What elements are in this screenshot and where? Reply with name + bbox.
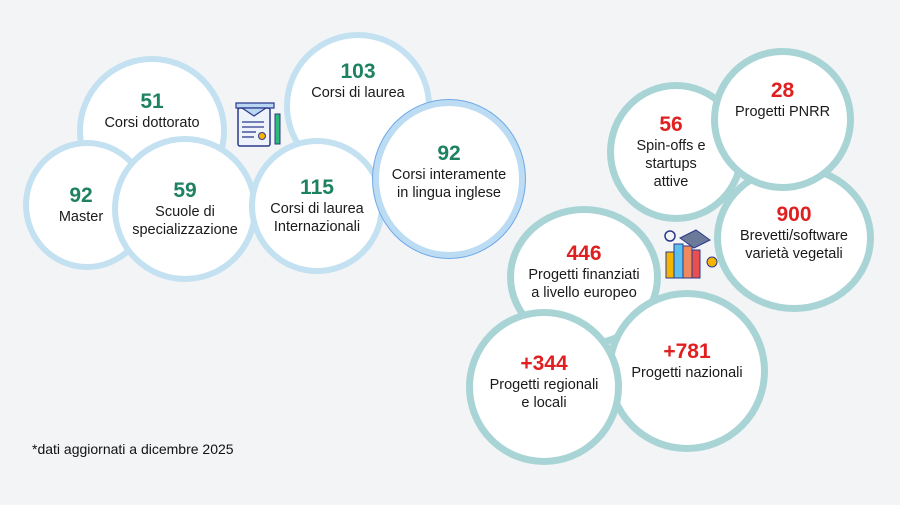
stat-circle-international: 115 Corsi di laurea Internazionali	[249, 138, 385, 274]
stat-circle-specialization: 59 Scuole di specializzazione	[112, 136, 258, 282]
stat-value: 51	[140, 90, 164, 113]
stat-label: Corsi di laurea Internazionali	[270, 201, 364, 235]
stat-circle-english: 92 Corsi interamente in lingua inglese	[373, 100, 525, 258]
stat-value: 92	[69, 184, 93, 207]
stat-value: +344	[520, 352, 568, 375]
stat-value: 900	[776, 203, 812, 226]
stat-circle-national: +781 Progetti nazionali	[606, 290, 768, 452]
stat-value: 92	[437, 142, 461, 165]
stat-value: +781	[663, 340, 711, 363]
stat-value: 59	[173, 179, 197, 202]
footnote: *dati aggiornati a dicembre 2025	[32, 441, 234, 457]
stat-value: 446	[566, 242, 602, 265]
diploma-certificate-icon	[235, 102, 281, 147]
stat-label: Scuole di specializzazione	[132, 204, 238, 238]
stat-value: 28	[770, 78, 795, 102]
stat-label: Brevetti/software varietà vegetali	[740, 228, 848, 262]
stat-label: Corsi interamente in lingua inglese	[391, 167, 507, 201]
stat-label: Corsi dottorato	[104, 115, 200, 131]
stat-value: 115	[300, 176, 334, 199]
stat-label: Progetti regionali e locali	[489, 377, 599, 411]
stat-label: Progetti PNRR	[734, 103, 831, 120]
stat-label: Spin-offs e startups attive	[636, 138, 706, 190]
books-graduation-cap-icon	[664, 229, 718, 279]
stat-value: 56	[659, 113, 683, 136]
stat-value: 103	[340, 60, 376, 83]
stat-circle-pnrr-projects: 28 Progetti PNRR	[711, 48, 854, 191]
stat-label: Corsi di laurea	[311, 85, 405, 101]
stat-label: Progetti nazionali	[631, 365, 743, 381]
stat-circle-regional: +344 Progetti regionali e locali	[466, 309, 622, 465]
stat-label: Master	[58, 209, 104, 225]
stat-label: Progetti finanziati a livello europeo	[528, 267, 640, 301]
